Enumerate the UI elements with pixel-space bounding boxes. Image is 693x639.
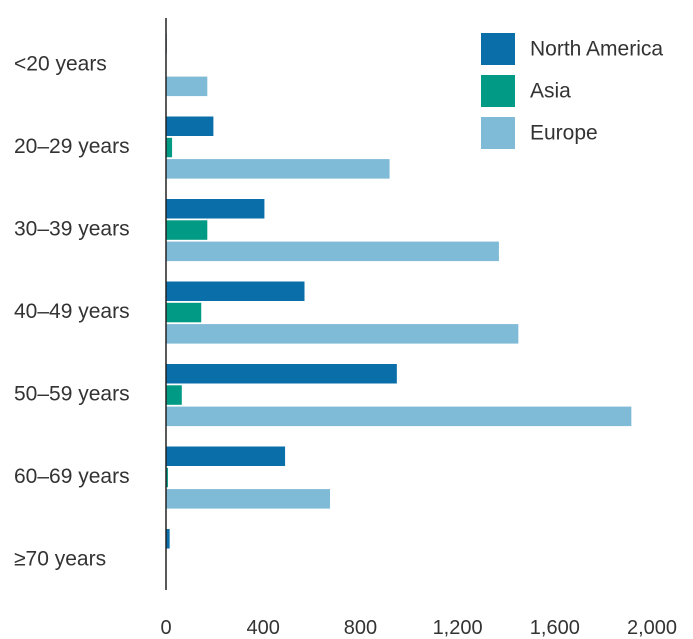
bar-europe-1 bbox=[166, 159, 390, 179]
bar-north-america-2 bbox=[166, 199, 265, 219]
x-tick-label: 800 bbox=[344, 617, 377, 639]
bar-layer bbox=[166, 34, 632, 570]
legend-label: Asia bbox=[530, 80, 571, 103]
category-label: ≥70 years bbox=[14, 548, 106, 571]
bar-asia-1 bbox=[166, 137, 173, 158]
legend-swatch-north-america bbox=[481, 33, 515, 65]
bar-europe-2 bbox=[166, 241, 499, 262]
legend-label: Europe bbox=[530, 122, 598, 145]
x-tick-label: 1,200 bbox=[433, 617, 483, 639]
bar-north-america-4 bbox=[166, 364, 397, 384]
x-tick-labels: 0 400 800 1,200 1,600 2,000 bbox=[160, 617, 677, 639]
x-tick-label: 400 bbox=[247, 617, 280, 639]
legend-label: North America bbox=[530, 38, 663, 61]
bar-europe-3 bbox=[166, 324, 519, 344]
legend: North America Asia Europe bbox=[481, 33, 663, 149]
bar-north-america-5 bbox=[166, 446, 286, 466]
bar-europe-4 bbox=[166, 406, 632, 427]
x-tick-label: 0 bbox=[160, 617, 171, 639]
legend-swatch-asia bbox=[481, 75, 515, 107]
legend-swatch-europe bbox=[481, 117, 515, 149]
bar-north-america-1 bbox=[166, 116, 214, 136]
category-labels: <20 years 20–29 years 30–39 years 40–49 yea… bbox=[14, 53, 130, 571]
x-tick-label: 1,600 bbox=[530, 617, 580, 639]
bar-europe-0 bbox=[166, 76, 208, 97]
category-label: 50–59 years bbox=[14, 383, 130, 406]
category-label: <20 years bbox=[14, 53, 107, 76]
x-tick-label: 2,000 bbox=[627, 617, 677, 639]
bar-asia-2 bbox=[166, 220, 208, 240]
bar-north-america-3 bbox=[166, 281, 305, 301]
category-label: 60–69 years bbox=[14, 465, 130, 488]
category-label: 20–29 years bbox=[14, 135, 130, 158]
bar-asia-4 bbox=[166, 385, 182, 405]
bar-europe-5 bbox=[166, 489, 331, 509]
bar-north-america-6 bbox=[166, 529, 170, 549]
bar-asia-3 bbox=[166, 302, 202, 323]
category-label: 30–39 years bbox=[14, 218, 130, 241]
category-label: 40–49 years bbox=[14, 300, 130, 323]
bar-asia-5 bbox=[166, 467, 168, 488]
